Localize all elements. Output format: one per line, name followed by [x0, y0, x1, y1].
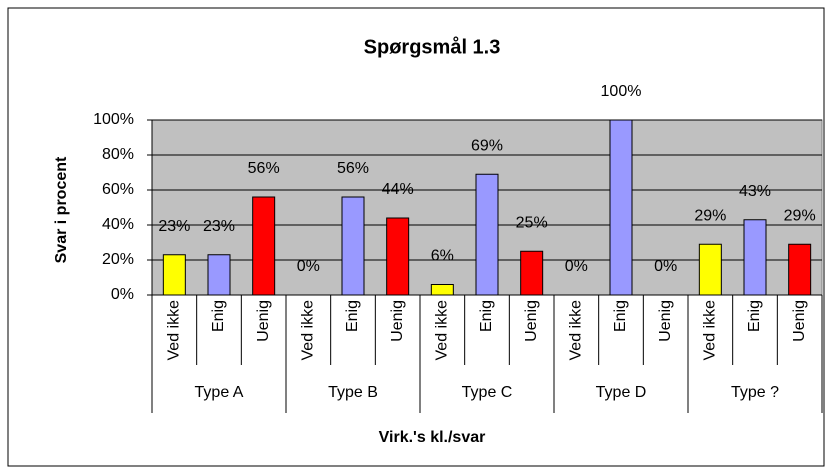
y-axis-label: Svar i procent [53, 156, 70, 263]
x-tick-label: Uenig [523, 300, 540, 342]
x-tick-label: Enig [344, 300, 361, 332]
x-axis-label: Virk.'s kl./svar [379, 429, 486, 446]
x-group-label: Type D [596, 384, 647, 401]
value-label: 29% [694, 207, 726, 224]
value-label: 0% [654, 258, 677, 275]
x-tick-label: Ved ikke [702, 300, 719, 361]
value-label: 0% [565, 258, 588, 275]
value-label: 56% [337, 160, 369, 177]
x-tick-label: Ved ikke [434, 300, 451, 361]
x-tick-label: Enig [478, 300, 495, 332]
x-tick-label: Ved ikke [300, 300, 317, 361]
value-label: 100% [601, 83, 642, 100]
chart-title: Spørgsmål 1.3 [364, 35, 501, 58]
value-label: 23% [203, 218, 235, 235]
bar [162, 254, 186, 296]
value-label: 29% [784, 207, 816, 224]
value-label: 0% [297, 258, 320, 275]
x-tick-label: Uenig [791, 300, 808, 342]
x-group-label: Type A [195, 384, 244, 401]
y-tick-label: 40% [102, 216, 134, 233]
y-tick-label: 80% [102, 146, 134, 163]
value-label: 43% [739, 183, 771, 200]
value-label: 6% [431, 248, 454, 265]
x-tick-label: Ved ikke [166, 300, 183, 361]
y-tick-label: 60% [102, 181, 134, 198]
y-tick-label: 100% [93, 111, 134, 128]
bar [207, 254, 231, 296]
x-tick-label: Uenig [255, 300, 272, 342]
y-tick-label: 0% [111, 286, 134, 303]
x-tick-label: Enig [612, 300, 629, 332]
x-group-label: Type B [328, 384, 378, 401]
bar [609, 119, 633, 296]
value-label: 23% [158, 218, 190, 235]
x-tick-label: Uenig [657, 300, 674, 342]
value-label: 44% [382, 181, 414, 198]
bar [698, 243, 722, 296]
x-group-label: Type ? [731, 384, 779, 401]
bar [743, 219, 767, 296]
bar [386, 217, 410, 296]
y-tick-label: 20% [102, 251, 134, 268]
bar [430, 284, 454, 296]
x-tick-label: Ved ikke [568, 300, 585, 361]
x-group-label: Type C [462, 384, 513, 401]
x-tick-label: Enig [746, 300, 763, 332]
bar [788, 243, 812, 296]
x-tick-label: Enig [210, 300, 227, 332]
value-label: 25% [516, 214, 548, 231]
bar [475, 173, 499, 296]
value-label: 56% [248, 160, 280, 177]
x-tick-label: Uenig [389, 300, 406, 342]
bar [341, 196, 365, 296]
bar [520, 250, 544, 296]
value-label: 69% [471, 137, 503, 154]
bar [252, 196, 276, 296]
